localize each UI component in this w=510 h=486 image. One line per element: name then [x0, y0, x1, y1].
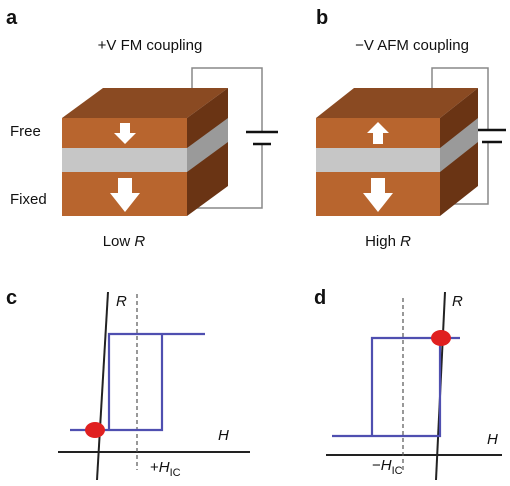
caption-text: High — [365, 233, 396, 250]
layer-label: Free — [10, 123, 41, 140]
hysteresis-loop — [332, 336, 460, 438]
y-axis-label: R — [116, 293, 127, 310]
state-dot — [85, 422, 105, 438]
layer-label: Fixed — [10, 191, 47, 208]
plot-c: c R H +HIC — [6, 287, 250, 481]
block-top — [316, 88, 478, 118]
y-axis — [96, 291, 109, 481]
panel-label: d — [314, 287, 326, 309]
subscript: IC — [170, 467, 181, 479]
spacer-layer — [62, 148, 187, 172]
caption: Low R — [103, 233, 146, 250]
sign: + — [150, 459, 159, 476]
hysteresis-loop — [70, 332, 205, 432]
arrow-down — [363, 178, 393, 212]
x-axis-label: H — [218, 427, 229, 444]
caption-var: R — [400, 233, 411, 250]
sign: − — [372, 457, 381, 474]
panel-title: +V FM coupling — [98, 37, 203, 54]
plot-d: d R H −HIC — [314, 287, 502, 481]
block-top — [62, 88, 228, 118]
caption-var: R — [134, 233, 145, 250]
caption: High R — [365, 233, 411, 250]
caption-text: Low — [103, 233, 131, 250]
x-axis-label: H — [487, 431, 498, 448]
spacer-layer — [316, 148, 440, 172]
panel-a: a +V FM coupling Free Fixed Low R — [6, 7, 278, 250]
state-dot — [431, 330, 451, 346]
wire — [431, 67, 489, 205]
y-axis-label: R — [452, 293, 463, 310]
var: H — [381, 457, 392, 474]
var: H — [159, 459, 170, 476]
panel-title: −V AFM coupling — [355, 37, 469, 54]
arrow-down — [114, 123, 136, 144]
panel-label: c — [6, 287, 17, 309]
block-side-spacer — [187, 118, 228, 172]
block-side-spacer — [440, 118, 478, 172]
subscript: IC — [392, 465, 403, 477]
arrow-up — [367, 122, 389, 144]
panel-label: a — [6, 7, 18, 29]
wire — [191, 67, 263, 209]
threshold-label: −HIC — [372, 457, 403, 477]
panel-b: b −V AFM coupling High R — [316, 7, 506, 250]
panel-label: b — [316, 7, 328, 29]
threshold-label: +HIC — [150, 459, 181, 479]
arrow-down — [110, 178, 140, 212]
